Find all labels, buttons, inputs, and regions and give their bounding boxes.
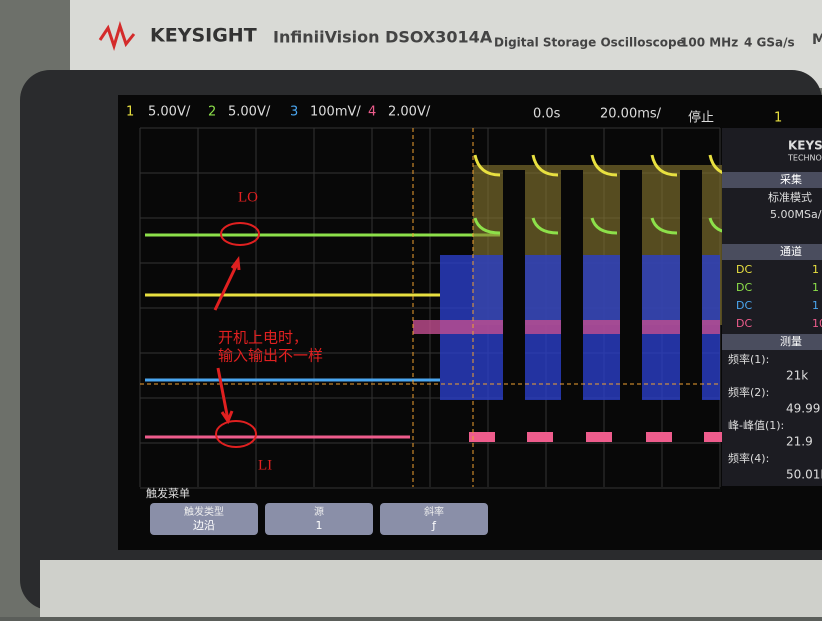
gap bbox=[680, 170, 702, 402]
model: InfiniiVision DSOX3014A bbox=[273, 28, 493, 47]
ch1-scale: 5.00V/ bbox=[148, 105, 191, 120]
channel-value: 10 bbox=[812, 317, 822, 330]
cut-text: M bbox=[812, 32, 822, 48]
panel-header bbox=[722, 244, 822, 260]
trace-band bbox=[469, 432, 495, 442]
time-scale: 20.00ms/ bbox=[600, 107, 662, 122]
ch2-scale: 5.00V/ bbox=[228, 105, 271, 120]
acq-rate: 5.00MSa/ bbox=[770, 208, 822, 221]
trace bbox=[531, 217, 559, 235]
softkey bbox=[380, 503, 488, 535]
panel-title: 测量 bbox=[780, 335, 802, 348]
status-bar: 1 5.00V/ 2 5.00V/ 3 100mV/ 4 2.00V/ 0.0s… bbox=[126, 105, 782, 126]
gap bbox=[620, 170, 642, 402]
meas-label: 频率(2): bbox=[728, 385, 769, 399]
circle bbox=[220, 222, 260, 246]
trig-src: 1 bbox=[774, 111, 782, 126]
meas-value: 50.01H bbox=[786, 468, 822, 482]
ch3-num: 3 bbox=[290, 105, 298, 120]
annotation: 开机上电时， bbox=[218, 329, 308, 347]
annotation: LO bbox=[238, 189, 258, 205]
channel-coupling: DC bbox=[736, 263, 752, 276]
trace bbox=[650, 154, 678, 177]
channel-value: 1 bbox=[812, 263, 819, 276]
ch4-scale: 2.00V/ bbox=[388, 105, 431, 120]
meas-value: 21.9 bbox=[786, 435, 813, 449]
trace-band bbox=[704, 432, 730, 442]
annotation: 输入输出不一样 bbox=[218, 347, 323, 365]
description: Digital Storage Oscilloscope bbox=[494, 36, 685, 50]
circle bbox=[215, 420, 257, 448]
arrow bbox=[216, 367, 234, 425]
softkey-label: 触发类型 bbox=[184, 505, 224, 518]
meas-label: 频率(4): bbox=[728, 451, 769, 465]
waveforms bbox=[145, 154, 760, 442]
softkey-value: 1 bbox=[316, 519, 323, 532]
channel-value: 1 bbox=[812, 281, 819, 294]
trace bbox=[473, 217, 501, 235]
softkey-label: 源 bbox=[314, 505, 324, 518]
meas-value: 49.99 bbox=[786, 402, 820, 416]
channel-coupling: DC bbox=[736, 281, 752, 294]
channel-coupling: DC bbox=[736, 317, 752, 330]
trace-band bbox=[586, 432, 612, 442]
logo-icon bbox=[98, 21, 136, 51]
softkey-value: ƒ bbox=[431, 519, 437, 532]
panel-title: 通道 bbox=[780, 244, 802, 258]
meas-label: 频率(1): bbox=[728, 352, 769, 366]
panel-logo: KEYS bbox=[788, 139, 822, 153]
gap bbox=[561, 170, 583, 402]
ch3-scale: 100mV/ bbox=[310, 105, 361, 120]
trace bbox=[531, 154, 559, 177]
trace bbox=[590, 217, 618, 235]
trace bbox=[473, 154, 501, 177]
run-state: 停止 bbox=[688, 110, 714, 126]
trace bbox=[650, 217, 678, 235]
meas-label: 峰-峰值(1): bbox=[728, 419, 784, 432]
bandwidth: 100 MHz bbox=[680, 36, 738, 50]
softkey bbox=[265, 503, 373, 535]
trace bbox=[590, 154, 618, 177]
trace-band bbox=[527, 432, 553, 442]
channel-value: 1 bbox=[812, 299, 819, 312]
annotation: LI bbox=[258, 457, 272, 473]
channel-coupling: DC bbox=[736, 299, 752, 312]
gap bbox=[503, 170, 525, 402]
arrow bbox=[213, 256, 241, 311]
panel-logo: TECHNO bbox=[787, 154, 822, 163]
menu-title: 触发菜单 bbox=[146, 486, 190, 500]
softkey bbox=[150, 503, 258, 535]
bezel-bottom bbox=[40, 560, 822, 617]
time-offset: 0.0s bbox=[533, 107, 561, 122]
softkey-value: 边沿 bbox=[193, 519, 215, 532]
trace-band bbox=[646, 432, 672, 442]
softkey-label: 斜率 bbox=[424, 505, 444, 518]
brand: KEYSIGHT bbox=[150, 25, 257, 47]
ch2-num: 2 bbox=[208, 105, 216, 120]
sample-rate: 4 GSa/s bbox=[744, 36, 795, 50]
acq-mode: 标准模式 bbox=[768, 190, 812, 204]
panel-header bbox=[722, 172, 822, 188]
ch4-num: 4 bbox=[368, 105, 376, 120]
panel-title: 采集 bbox=[780, 172, 802, 186]
panel-header bbox=[722, 334, 822, 350]
ch1-num: 1 bbox=[126, 105, 134, 120]
meas-value: 21k bbox=[786, 369, 808, 383]
